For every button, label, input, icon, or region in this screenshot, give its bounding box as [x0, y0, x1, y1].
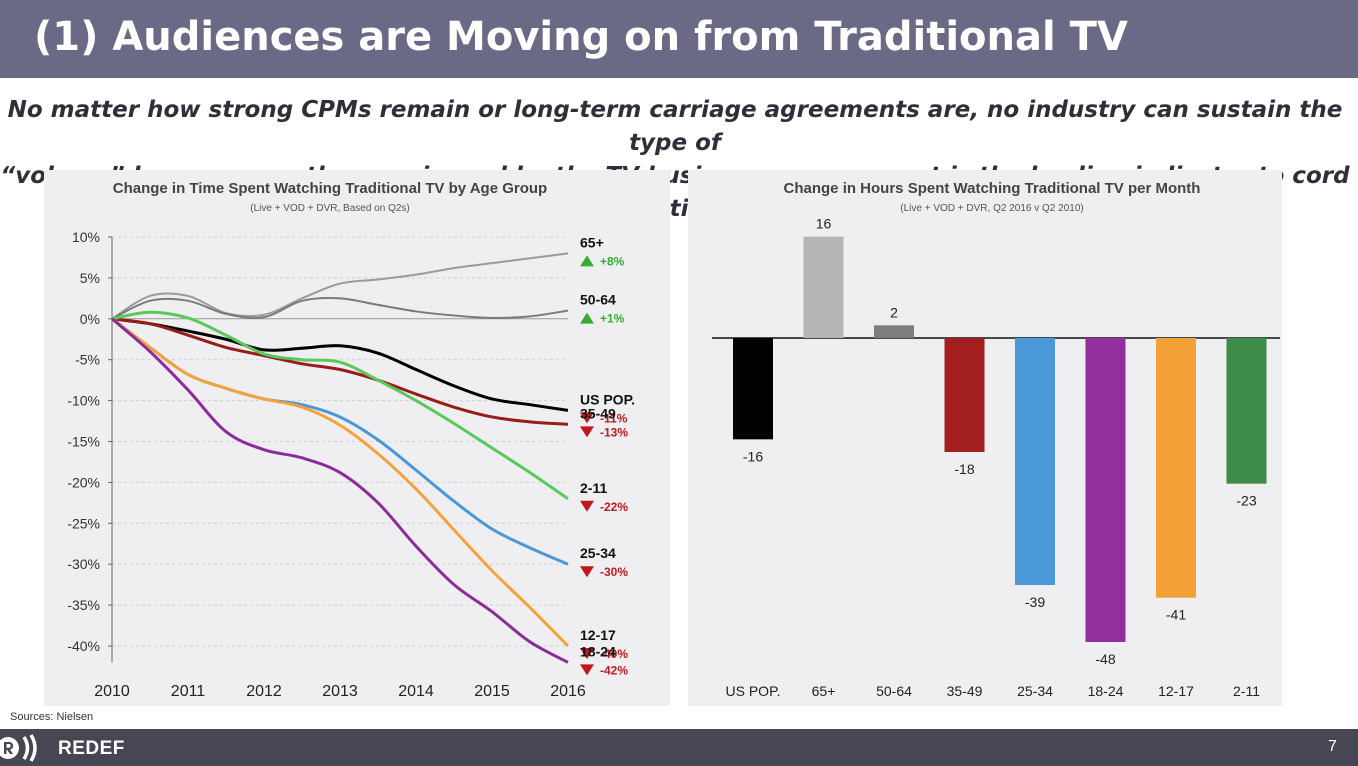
category-label: 12-17	[1158, 683, 1194, 699]
series-change-35-49: -13%	[600, 425, 628, 439]
x-tick-label: 2012	[246, 683, 282, 700]
bar-chart-title: Change in Hours Spent Watching Tradition…	[784, 180, 1201, 197]
category-label: 25-34	[1017, 683, 1053, 699]
up-arrow-icon	[580, 312, 594, 324]
series-change-50-64: +1%	[600, 312, 625, 326]
y-tick-label: -20%	[67, 474, 100, 490]
bar-chart: Change in Hours Spent Watching Tradition…	[712, 180, 1280, 699]
series-line-2-11	[111, 310, 569, 500]
page-number: 7	[1328, 738, 1337, 755]
line-chart-title: Change in Time Spent Watching Traditiona…	[113, 180, 547, 197]
series-change-12-17: -40%	[600, 647, 628, 661]
y-tick-label: -40%	[67, 638, 100, 654]
series-label-25-34: 25-34	[580, 545, 616, 561]
series-label-65: 65+	[580, 234, 604, 250]
x-tick-label: 2011	[171, 683, 206, 700]
down-arrow-icon	[580, 412, 594, 424]
down-arrow-icon	[580, 426, 594, 438]
category-label: 65+	[812, 683, 836, 699]
series-line-50-64	[111, 296, 569, 320]
bar-value-label: 16	[816, 216, 832, 232]
category-label: US POP.	[726, 683, 781, 699]
bar-25-34	[1015, 338, 1055, 585]
series-label-us-pop: US POP.	[580, 391, 635, 407]
x-tick-label: 2016	[550, 683, 586, 700]
bar-35-49	[944, 338, 985, 452]
series-line-12-17	[111, 317, 570, 648]
series-line-65	[111, 252, 569, 320]
bar-chart-subtitle: (Live + VOD + DVR, Q2 2016 v Q2 2010)	[900, 203, 1083, 214]
series-change-us-pop: -11%	[600, 411, 628, 425]
bar-value-label: -16	[743, 448, 763, 464]
bar-chart-panel: Change in Hours Spent Watching Tradition…	[688, 170, 1282, 706]
series-label-12-17: 12-17	[580, 627, 616, 643]
series-label-2-11: 2-11	[580, 480, 607, 496]
series-label-18-24: 18-24	[580, 643, 616, 659]
bar-value-label: -18	[954, 461, 974, 477]
line-chart: Change in Time Spent Watching Traditiona…	[67, 180, 635, 700]
x-tick-label: 2015	[474, 683, 510, 700]
y-tick-label: -25%	[67, 515, 100, 531]
bar-12-17	[1156, 338, 1196, 598]
bar-value-label: -41	[1166, 607, 1186, 623]
series-line-18-24	[111, 317, 569, 664]
y-tick-label: -10%	[67, 393, 100, 409]
series-change-65: +8%	[600, 254, 625, 268]
sources-note: Sources: Nielsen	[10, 711, 94, 723]
up-arrow-icon	[580, 255, 594, 267]
bar-value-label: -23	[1236, 493, 1256, 509]
y-tick-label: -35%	[67, 597, 100, 613]
x-tick-label: 2013	[322, 683, 358, 700]
bar-us-pop	[733, 338, 773, 440]
y-tick-label: -15%	[67, 434, 100, 450]
redef-logo-icon	[0, 734, 37, 762]
y-tick-label: 5%	[80, 270, 100, 286]
category-label: 18-24	[1088, 683, 1124, 699]
series-change-25-34: -30%	[600, 565, 628, 579]
subtitle-line-1: No matter how strong CPMs remain or long…	[7, 97, 1343, 156]
line-chart-panel: Change in Time Spent Watching Traditiona…	[44, 170, 670, 706]
series-change-2-11: -22%	[600, 500, 628, 514]
down-arrow-icon	[580, 500, 594, 512]
bar-2-11	[1226, 338, 1267, 484]
y-tick-label: 0%	[80, 311, 100, 327]
title-bar: (1) Audiences are Moving on from Traditi…	[0, 0, 1358, 78]
series-label-35-49: 35-49	[580, 405, 616, 421]
slide-title: (1) Audiences are Moving on from Traditi…	[34, 14, 1128, 60]
line-chart-subtitle: (Live + VOD + DVR, Based on Q2s)	[250, 203, 410, 214]
brand-name: REDEF	[58, 738, 125, 759]
series-label-50-64: 50-64	[580, 292, 616, 308]
down-arrow-icon	[580, 648, 594, 659]
bar-value-label: -48	[1095, 651, 1115, 667]
bar-50-64	[874, 325, 914, 338]
category-label: 2-11	[1233, 683, 1260, 699]
y-tick-label: -5%	[75, 352, 100, 368]
series-line-us-pop	[111, 317, 569, 412]
bar-value-label: 2	[890, 304, 898, 320]
series-line-35-49	[111, 317, 569, 426]
down-arrow-icon	[580, 566, 594, 578]
y-tick-label: 10%	[72, 229, 100, 245]
down-arrow-icon	[580, 664, 594, 676]
bar-65	[803, 236, 844, 338]
bar-value-label: -39	[1025, 594, 1045, 610]
bar-18-24	[1085, 338, 1126, 642]
category-label: 50-64	[876, 683, 912, 699]
footer-bar	[0, 729, 1358, 766]
series-change-18-24: -42%	[600, 663, 628, 677]
category-label: 35-49	[947, 683, 983, 699]
x-tick-label: 2014	[398, 683, 434, 700]
y-tick-label: -30%	[67, 556, 100, 572]
x-tick-label: 2010	[94, 683, 130, 700]
